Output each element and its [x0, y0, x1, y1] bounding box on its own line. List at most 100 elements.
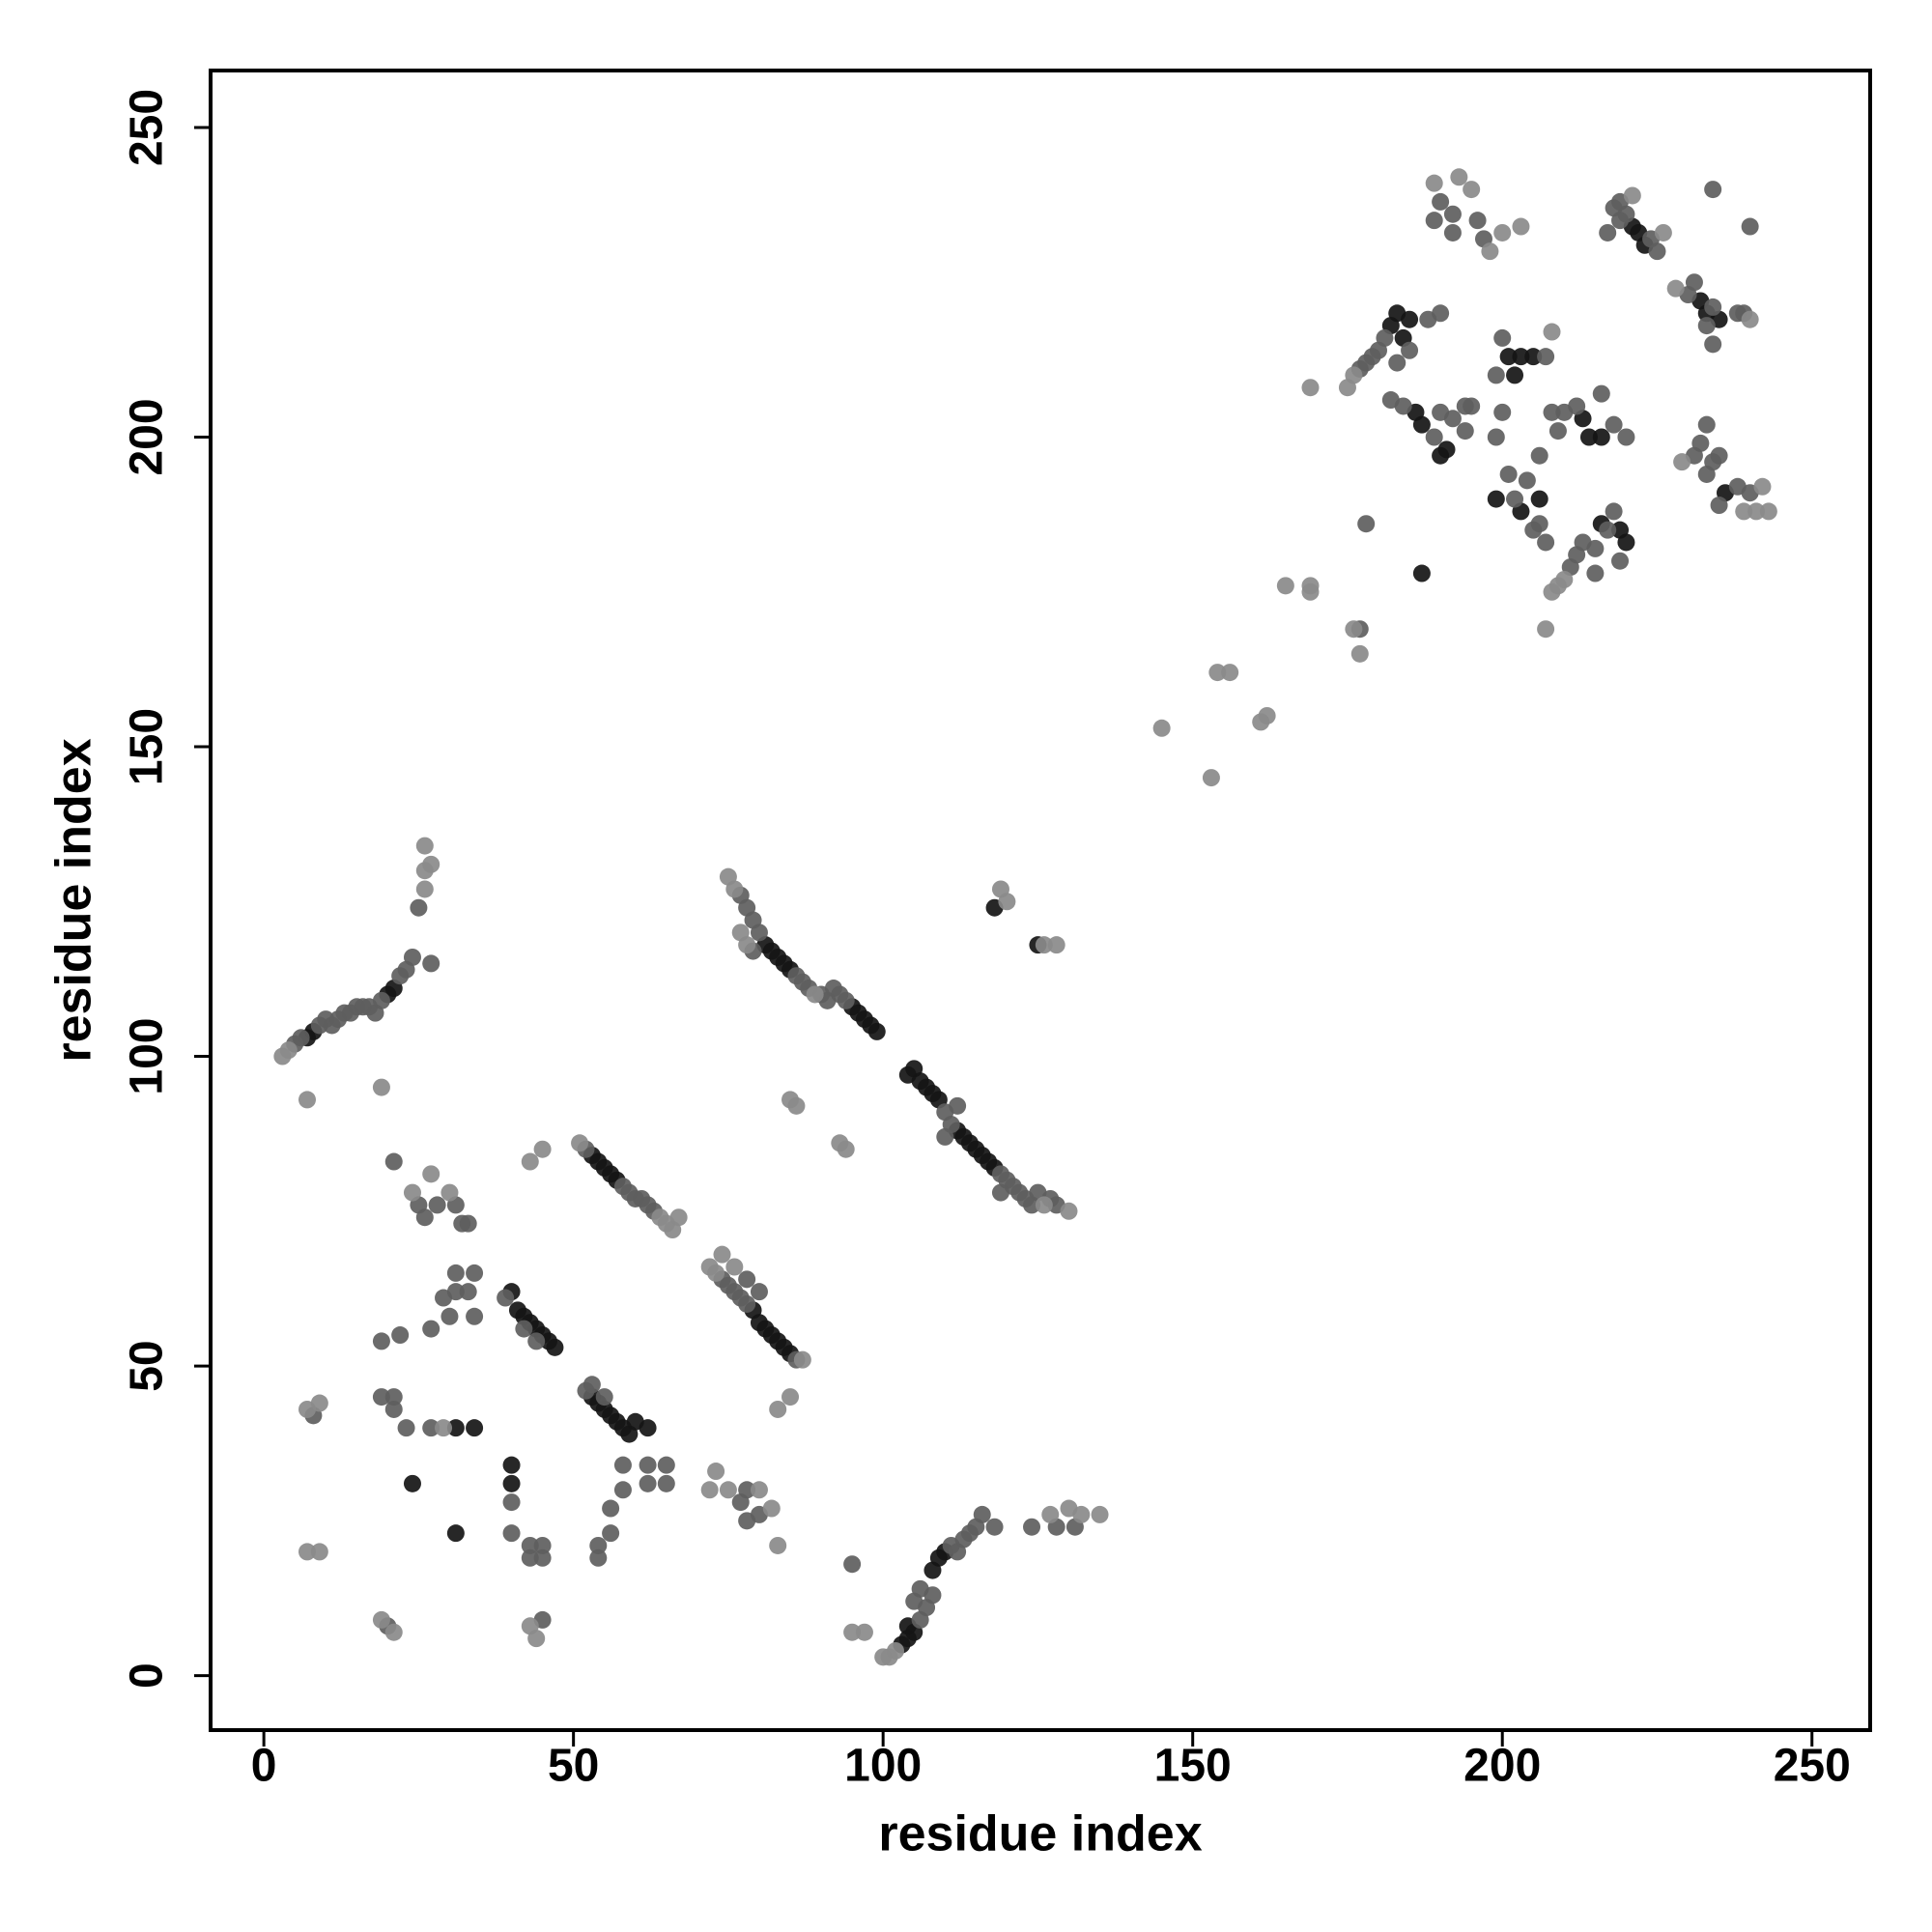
point	[1524, 521, 1543, 539]
point	[1611, 212, 1630, 230]
point	[372, 1332, 390, 1350]
point	[725, 1258, 744, 1276]
point	[372, 1388, 390, 1406]
point	[639, 1419, 657, 1437]
point	[1741, 310, 1759, 328]
point	[738, 1294, 756, 1313]
point	[657, 1456, 675, 1474]
y-tick-label: 150	[122, 708, 173, 785]
point	[384, 1388, 403, 1406]
point	[781, 1388, 800, 1406]
point	[446, 1419, 465, 1437]
point	[1456, 422, 1474, 440]
point	[1710, 446, 1728, 465]
point	[669, 1208, 688, 1227]
point	[1537, 533, 1555, 552]
y-tick-label: 250	[122, 89, 173, 166]
point	[1301, 577, 1320, 595]
point	[1543, 323, 1561, 341]
point	[546, 1338, 564, 1356]
point	[837, 1140, 855, 1158]
point	[1072, 1505, 1091, 1523]
point	[738, 1481, 756, 1499]
point	[657, 1474, 675, 1492]
point	[1252, 713, 1270, 731]
point	[1617, 428, 1635, 446]
point	[428, 1196, 446, 1214]
point	[1605, 502, 1623, 521]
point	[1432, 304, 1450, 323]
point	[1530, 490, 1548, 508]
point	[1697, 317, 1716, 335]
point	[1152, 719, 1171, 737]
x-tick-label: 100	[844, 1741, 922, 1792]
point	[1041, 1505, 1060, 1523]
point	[1697, 415, 1716, 434]
point	[589, 1536, 608, 1554]
point	[1202, 769, 1220, 787]
point	[372, 991, 390, 1009]
point	[1394, 397, 1412, 415]
point	[750, 1283, 768, 1301]
plot-frame	[209, 69, 1872, 1732]
point	[403, 948, 421, 966]
point	[403, 1474, 421, 1492]
point	[571, 1134, 589, 1152]
point	[1537, 620, 1555, 639]
point	[843, 1623, 862, 1641]
point	[310, 1543, 328, 1561]
point	[1617, 533, 1635, 552]
point	[1425, 428, 1443, 446]
point	[1543, 403, 1561, 421]
y-axis-label: residue index	[46, 738, 102, 1062]
point	[769, 1536, 787, 1554]
point	[725, 880, 744, 898]
point	[391, 1326, 410, 1345]
point	[1605, 415, 1623, 434]
point	[1208, 664, 1227, 682]
point	[298, 1543, 317, 1561]
point	[613, 1481, 632, 1499]
point	[527, 1332, 546, 1350]
point	[521, 1536, 539, 1554]
point	[1592, 384, 1610, 403]
point	[738, 936, 756, 954]
point	[521, 1548, 539, 1567]
point	[372, 1078, 390, 1096]
point	[1401, 310, 1419, 328]
point	[1666, 279, 1685, 298]
point	[372, 1610, 390, 1629]
point	[1487, 490, 1505, 508]
point	[985, 1518, 1004, 1536]
point	[886, 1641, 904, 1660]
point	[837, 991, 855, 1009]
point	[1704, 298, 1722, 316]
point	[1623, 186, 1641, 205]
point	[527, 1630, 546, 1648]
point	[1493, 328, 1512, 347]
point	[582, 1376, 601, 1394]
y-tick-label: 200	[122, 398, 173, 475]
point	[1023, 1518, 1041, 1536]
point	[1035, 1196, 1053, 1214]
point	[589, 1548, 608, 1567]
point	[1401, 341, 1419, 359]
point	[1611, 552, 1630, 570]
point	[403, 1183, 421, 1202]
point	[1437, 440, 1456, 459]
point	[1530, 446, 1548, 465]
point	[707, 1463, 725, 1481]
x-axis-label: residue index	[878, 1806, 1202, 1862]
point	[1481, 242, 1499, 261]
x-tick-label: 200	[1463, 1741, 1541, 1792]
point	[292, 1029, 310, 1047]
point	[750, 1481, 768, 1499]
point	[521, 1152, 539, 1171]
point	[1450, 168, 1468, 186]
point	[1704, 335, 1722, 354]
point	[1735, 502, 1753, 521]
point	[1710, 497, 1728, 515]
point	[1487, 428, 1505, 446]
point	[1376, 328, 1394, 347]
point	[769, 1400, 787, 1418]
